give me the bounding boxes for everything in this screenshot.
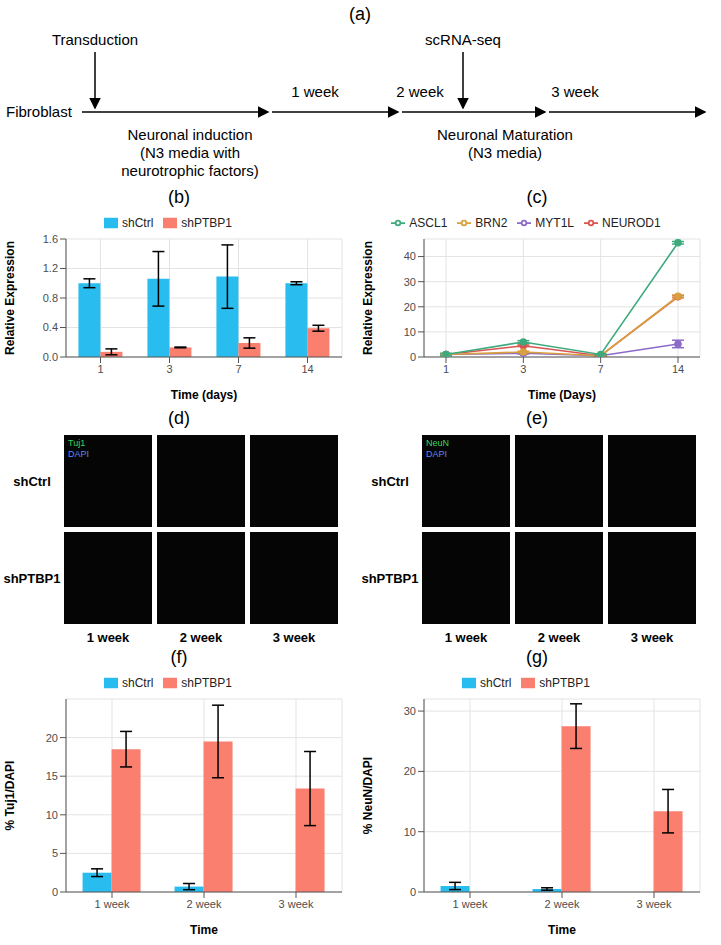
html-text:NEUROD1: NEUROD1 — [602, 216, 661, 230]
svg-text:scRNA-seq: scRNA-seq — [425, 31, 501, 48]
svg-text:2 week: 2 week — [538, 630, 581, 645]
html-text:shCtrl: shCtrl — [480, 676, 512, 690]
html-text:(f): (f) — [170, 647, 188, 667]
svg-text:1 week: 1 week — [453, 898, 488, 910]
svg-text:% NeuN/DAPI: % NeuN/DAPI — [361, 757, 375, 834]
svg-text:1.2: 1.2 — [43, 262, 58, 274]
svg-text:40: 40 — [404, 250, 416, 262]
svg-text:1.6: 1.6 — [43, 233, 58, 245]
svg-text:20: 20 — [404, 765, 416, 777]
svg-text:1 week: 1 week — [445, 630, 488, 645]
svg-text:0.4: 0.4 — [43, 321, 58, 333]
svg-text:3 week: 3 week — [273, 630, 316, 645]
svg-text:3: 3 — [166, 363, 172, 375]
svg-text:30: 30 — [404, 276, 416, 288]
svg-text:Fibroblast: Fibroblast — [6, 103, 73, 120]
html-text:shPTBP1: shPTBP1 — [181, 676, 232, 690]
svg-text:2 week: 2 week — [396, 83, 444, 100]
svg-text:10: 10 — [404, 826, 416, 838]
svg-text:1 week: 1 week — [291, 83, 339, 100]
svg-text:Time: Time — [190, 923, 218, 937]
html-text:MYT1L: MYT1L — [535, 216, 574, 230]
svg-text:Time (Days): Time (Days) — [528, 388, 596, 402]
svg-text:14: 14 — [301, 363, 313, 375]
svg-text:1 week: 1 week — [87, 630, 130, 645]
svg-text:0.0: 0.0 — [43, 351, 58, 363]
svg-text:shPTBP1: shPTBP1 — [3, 571, 60, 586]
svg-text:0: 0 — [410, 886, 416, 898]
svg-text:7: 7 — [598, 363, 604, 375]
html-text:shPTBP1: shPTBP1 — [181, 216, 232, 230]
svg-text:3 week: 3 week — [279, 898, 314, 910]
svg-text:Neuronal Maturation: Neuronal Maturation — [437, 126, 573, 143]
svg-text:0: 0 — [410, 351, 416, 363]
html-text:shCtrl: shCtrl — [122, 676, 154, 690]
svg-text:neurotrophic factors): neurotrophic factors) — [121, 162, 259, 179]
html-text:ASCL1: ASCL1 — [409, 216, 448, 230]
svg-text:7: 7 — [235, 363, 241, 375]
svg-text:20: 20 — [404, 301, 416, 313]
svg-text:3 week: 3 week — [637, 898, 672, 910]
svg-text:(d): (d) — [168, 408, 190, 428]
svg-text:15: 15 — [46, 770, 58, 782]
svg-text:(N3 media): (N3 media) — [468, 144, 542, 161]
svg-text:(N3 media with: (N3 media with — [140, 144, 240, 161]
svg-text:5: 5 — [52, 847, 58, 859]
svg-text:NeuN: NeuN — [426, 438, 449, 448]
svg-text:2 week: 2 week — [180, 630, 223, 645]
svg-text:1: 1 — [97, 363, 103, 375]
html-text:shPTBP1: shPTBP1 — [539, 676, 590, 690]
html-text:(g): (g) — [526, 647, 548, 667]
svg-text:14: 14 — [672, 363, 684, 375]
svg-text:10: 10 — [404, 326, 416, 338]
svg-text:shCtrl: shCtrl — [371, 474, 409, 489]
svg-text:20: 20 — [46, 732, 58, 744]
svg-text:Time (days): Time (days) — [171, 388, 237, 402]
svg-text:% Tuj1/DAPI: % Tuj1/DAPI — [3, 761, 17, 831]
svg-text:Neuronal induction: Neuronal induction — [127, 126, 252, 143]
svg-text:0.8: 0.8 — [43, 292, 58, 304]
svg-text:Transduction: Transduction — [52, 31, 138, 48]
svg-text:3 week: 3 week — [631, 630, 674, 645]
svg-text:2 week: 2 week — [187, 898, 222, 910]
svg-text:3: 3 — [520, 363, 526, 375]
html-text:(b): (b) — [168, 187, 190, 207]
svg-text:(e): (e) — [526, 408, 548, 428]
svg-text:0: 0 — [52, 886, 58, 898]
svg-text:DAPI: DAPI — [426, 449, 447, 459]
html-text:BRN2: BRN2 — [475, 216, 508, 230]
html-text:(c): (c) — [526, 187, 548, 207]
html-text:shCtrl: shCtrl — [122, 216, 154, 230]
svg-text:Relative Expression: Relative Expression — [361, 241, 375, 355]
svg-text:shCtrl: shCtrl — [13, 474, 51, 489]
svg-text:DAPI: DAPI — [68, 449, 89, 459]
svg-text:2 week: 2 week — [545, 898, 580, 910]
svg-text:1 week: 1 week — [95, 898, 130, 910]
svg-text:shPTBP1: shPTBP1 — [361, 571, 418, 586]
svg-text:Time: Time — [548, 923, 576, 937]
svg-text:(a): (a) — [349, 4, 371, 24]
svg-text:10: 10 — [46, 809, 58, 821]
svg-text:Relative Expression: Relative Expression — [3, 241, 17, 355]
svg-text:1: 1 — [443, 363, 449, 375]
svg-text:30: 30 — [404, 705, 416, 717]
svg-text:Tuj1: Tuj1 — [68, 438, 85, 448]
svg-text:3 week: 3 week — [551, 83, 599, 100]
